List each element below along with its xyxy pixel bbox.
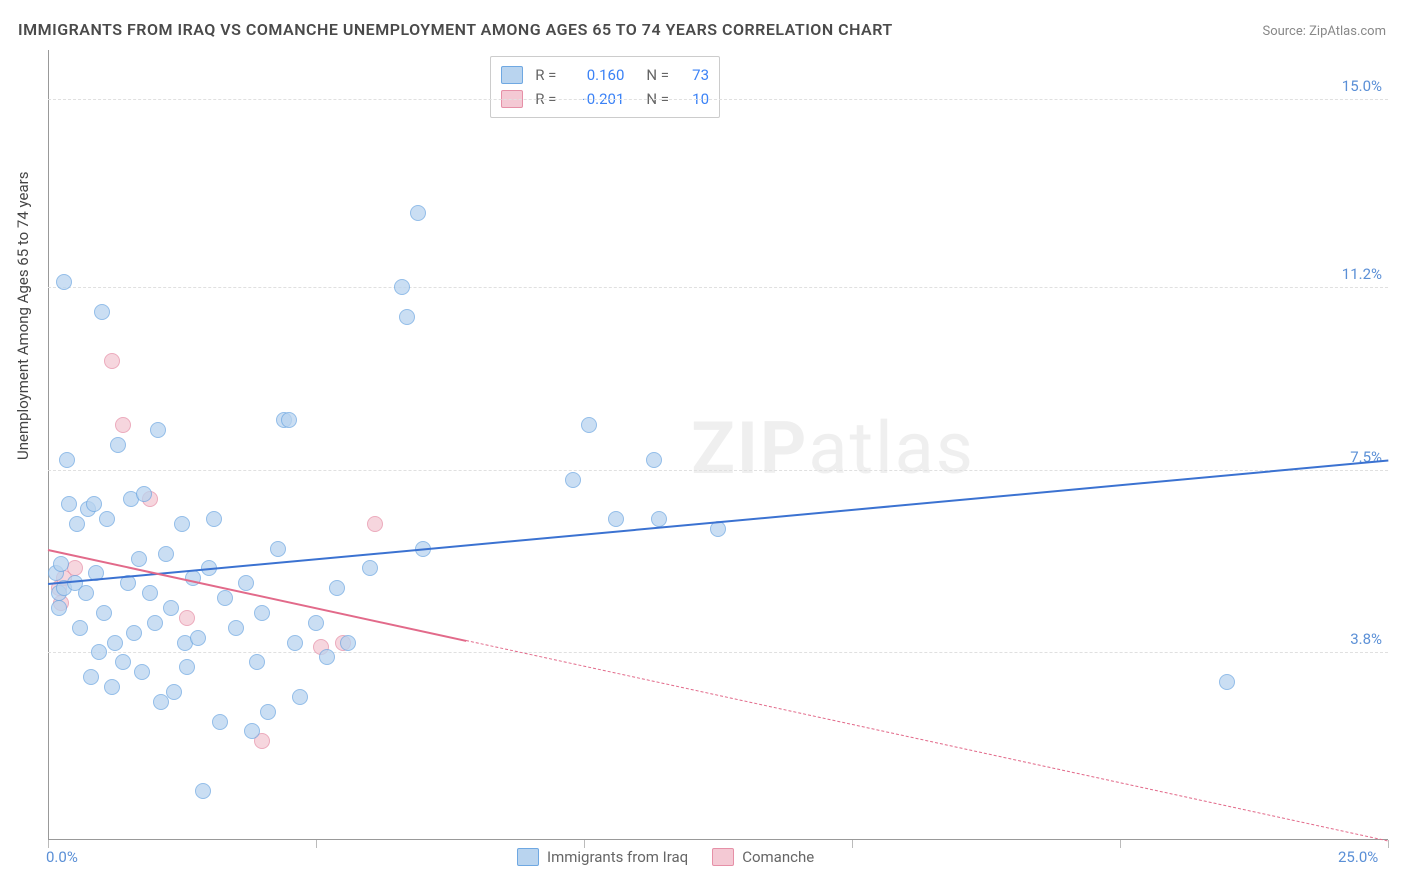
data-point — [319, 649, 335, 665]
data-point — [150, 422, 166, 438]
data-point — [362, 560, 378, 576]
x-min-label: 0.0% — [46, 848, 78, 866]
data-point — [646, 452, 662, 468]
legend-r-value: 0.160 — [568, 63, 624, 87]
legend-swatch — [712, 848, 734, 866]
data-point — [399, 309, 415, 325]
chart-title: IMMIGRANTS FROM IRAQ VS COMANCHE UNEMPLO… — [18, 20, 893, 39]
plot-area — [48, 50, 1388, 840]
data-point — [410, 205, 426, 221]
data-point — [83, 669, 99, 685]
gridline — [48, 652, 1388, 653]
data-point — [94, 304, 110, 320]
x-tick — [852, 840, 853, 848]
data-point — [292, 689, 308, 705]
x-tick — [1120, 840, 1121, 848]
gridline — [48, 99, 1388, 100]
legend-n-value: 73 — [681, 63, 709, 87]
y-axis-label: Unemployment Among Ages 65 to 74 years — [14, 172, 32, 460]
data-point — [565, 472, 581, 488]
legend-swatch — [517, 848, 539, 866]
data-point — [308, 615, 324, 631]
data-point — [367, 516, 383, 532]
data-point — [195, 783, 211, 799]
x-tick — [1388, 840, 1389, 848]
gridline — [48, 470, 1388, 471]
x-tick — [48, 840, 49, 848]
data-point — [212, 714, 228, 730]
data-point — [228, 620, 244, 636]
data-point — [287, 635, 303, 651]
data-point — [340, 635, 356, 651]
data-point — [147, 615, 163, 631]
gridline — [48, 287, 1388, 288]
legend-correlation: R =0.160N =73R =-0.201N =10 — [490, 56, 720, 118]
y-tick-label: 3.8% — [1328, 630, 1382, 648]
legend-label: Comanche — [742, 848, 814, 866]
data-point — [651, 511, 667, 527]
data-point — [166, 684, 182, 700]
data-point — [158, 546, 174, 562]
data-point — [190, 630, 206, 646]
source-credit: Source: ZipAtlas.com — [1262, 24, 1386, 39]
data-point — [174, 516, 190, 532]
x-tick — [584, 840, 585, 848]
data-point — [142, 585, 158, 601]
legend-swatch — [501, 66, 523, 84]
data-point — [217, 590, 233, 606]
data-point — [72, 620, 88, 636]
y-tick-label: 11.2% — [1328, 265, 1382, 283]
x-max-label: 25.0% — [1338, 848, 1378, 866]
data-point — [51, 600, 67, 616]
legend-r-label: R = — [535, 63, 556, 87]
data-point — [153, 694, 169, 710]
legend-row: R = 0.160 N = 73 — [501, 63, 709, 87]
y-tick-label: 15.0% — [1328, 77, 1382, 95]
data-point — [59, 452, 75, 468]
data-point — [78, 585, 94, 601]
data-point — [131, 551, 147, 567]
legend-label: Immigrants from Iraq — [547, 848, 688, 866]
data-point — [53, 556, 69, 572]
data-point — [110, 437, 126, 453]
legend-item: Immigrants from Iraq — [517, 848, 688, 866]
data-point — [99, 511, 115, 527]
data-point — [394, 279, 410, 295]
data-point — [126, 625, 142, 641]
legend-item: Comanche — [712, 848, 814, 866]
x-tick — [316, 840, 317, 848]
data-point — [107, 635, 123, 651]
legend-series: Immigrants from Iraq Comanche — [517, 848, 814, 866]
legend-n-label: N = — [646, 63, 669, 87]
data-point — [244, 723, 260, 739]
data-point — [260, 704, 276, 720]
source-prefix: Source: — [1262, 24, 1309, 39]
data-point — [86, 496, 102, 512]
source-link[interactable]: ZipAtlas.com — [1309, 24, 1386, 39]
data-point — [134, 664, 150, 680]
